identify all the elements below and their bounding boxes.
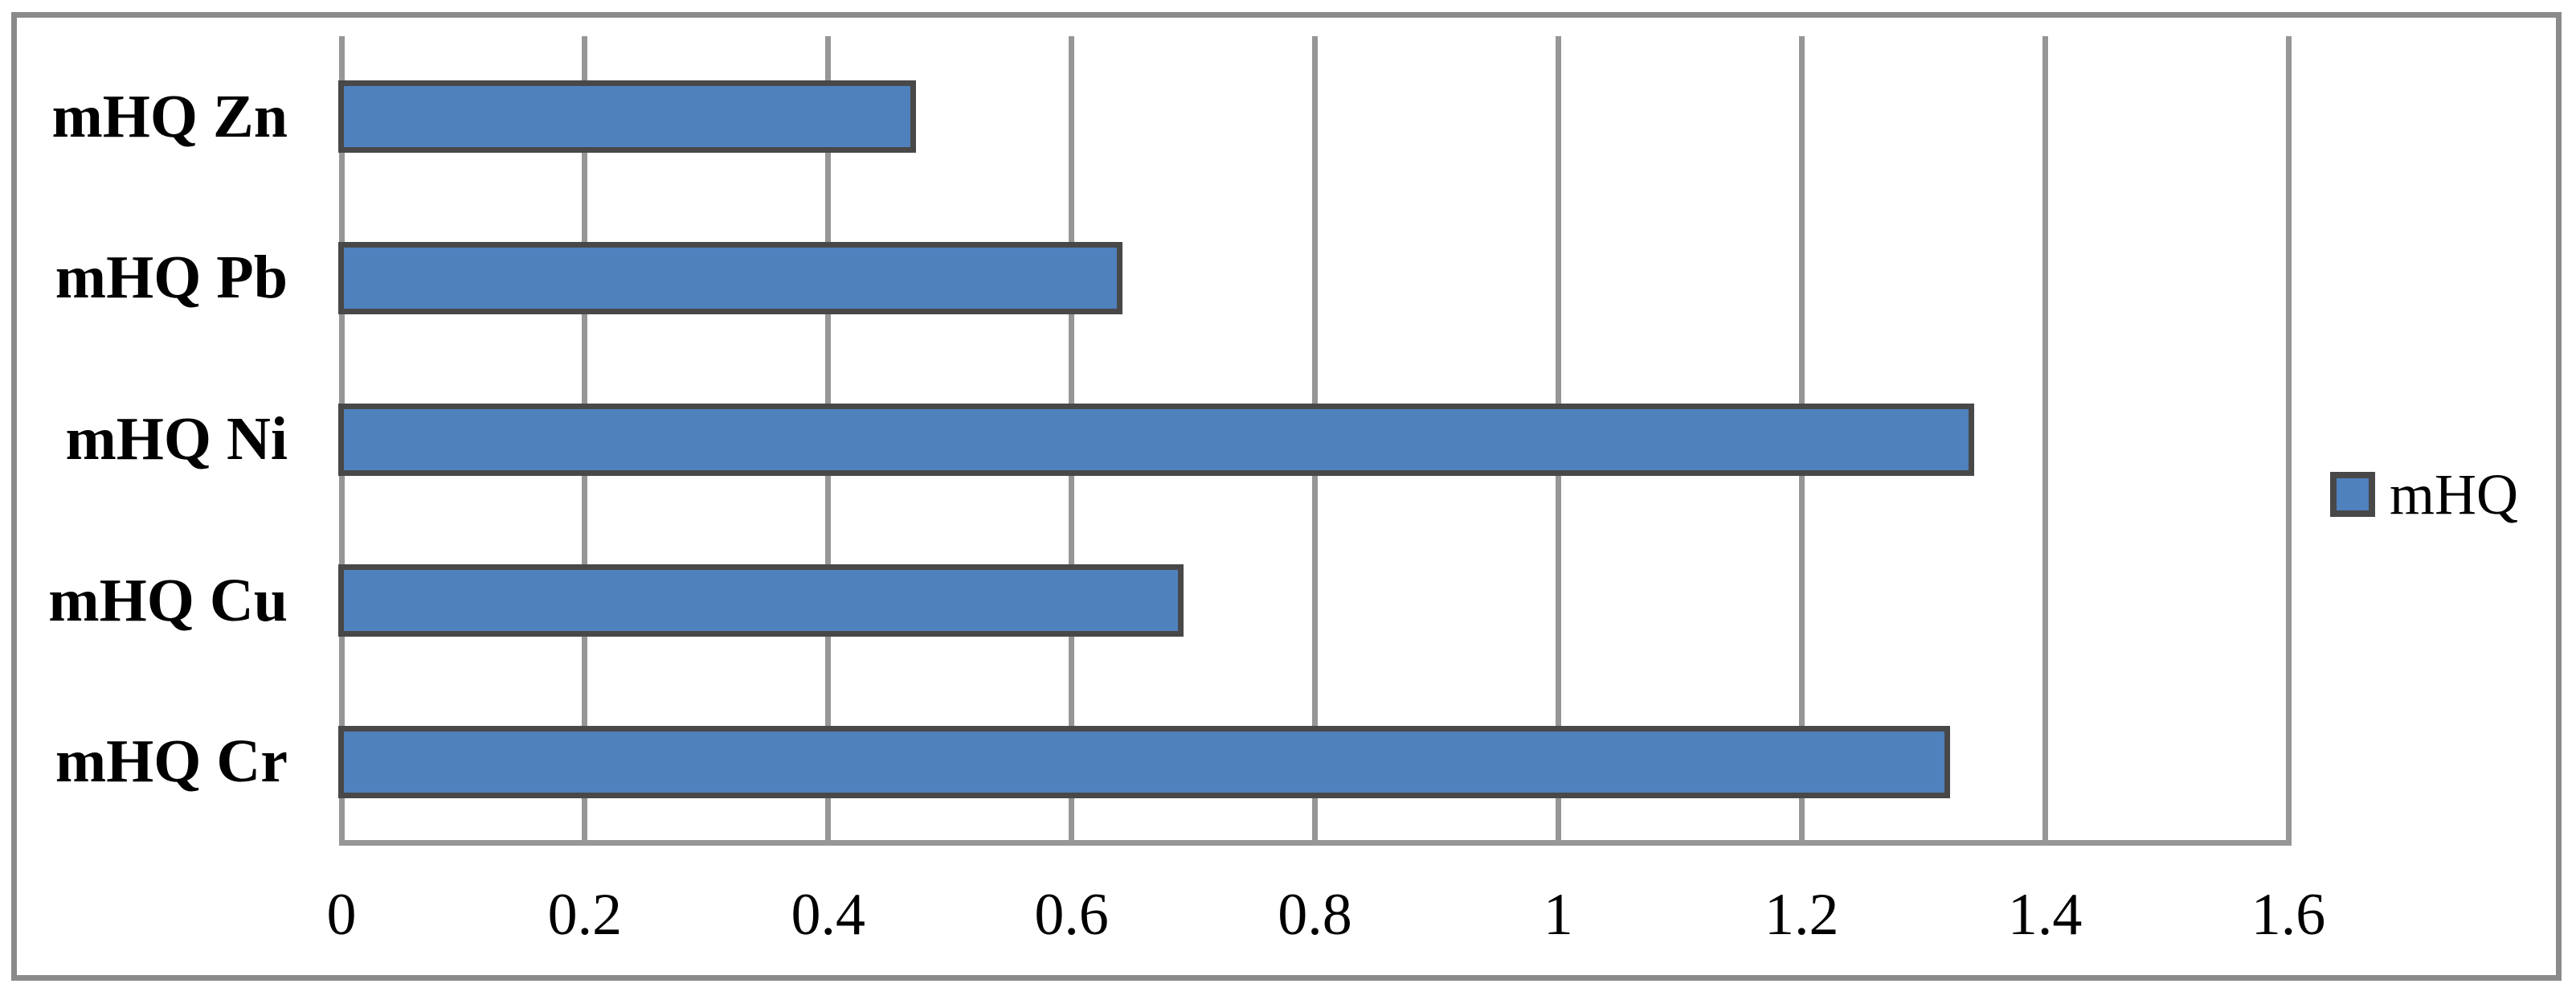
gridline-1.6 [2285,36,2292,842]
x-tick-label-1: 1 [1543,882,1573,948]
category-label-mhq-ni: mHQ Ni [65,404,288,473]
category-label-mhq-cr: mHQ Cr [55,728,288,796]
category-label-mhq-cu: mHQ Cu [48,566,288,634]
x-axis-line [338,839,2292,846]
plot-area [338,36,2292,846]
category-label-mhq-zn: mHQ Zn [51,82,288,150]
x-tick-label-0.8: 0.8 [1278,882,1352,948]
bar-mhq-cr [338,725,1950,798]
legend: mHQ [2330,452,2518,537]
legend-label: mHQ [2390,461,2518,527]
x-tick-label-1.6: 1.6 [2251,882,2326,948]
gridline-1.4 [2042,36,2048,842]
bar-mhq-zn [338,80,916,154]
bar-mhq-pb [338,241,1122,314]
x-tick-label-1.2: 1.2 [1764,882,1839,948]
x-tick-label-0.4: 0.4 [791,882,866,948]
chart-outer-border [11,12,2562,981]
category-label-mhq-pb: mHQ Pb [55,244,288,312]
bar-mhq-ni [338,403,1974,476]
x-tick-label-0.2: 0.2 [547,882,623,948]
x-tick-label-0: 0 [326,882,357,948]
bar-mhq-cu [338,564,1184,637]
legend-swatch-icon [2330,472,2375,517]
x-tick-label-0.6: 0.6 [1034,882,1109,948]
x-tick-label-1.4: 1.4 [2007,882,2083,948]
